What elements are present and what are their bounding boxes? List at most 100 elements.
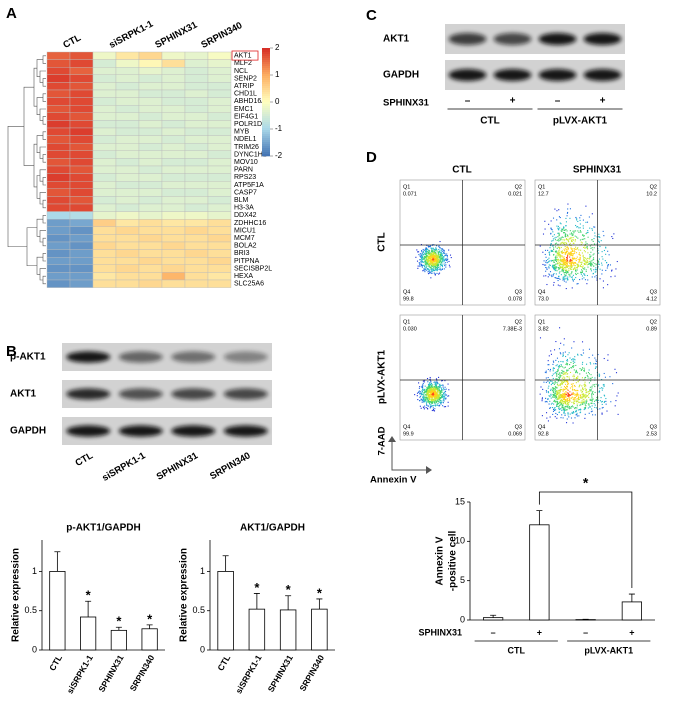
flow-event (431, 255, 433, 257)
flow-event (438, 248, 440, 251)
heatmap-cell (184, 112, 209, 121)
flow-event (437, 261, 439, 263)
heatmap-cell (138, 173, 163, 182)
flow-event (584, 238, 586, 240)
flow-event (424, 260, 426, 262)
flow-event (566, 381, 568, 383)
dendrogram (42, 78, 46, 87)
flow-event (449, 254, 452, 256)
flow-event (421, 261, 423, 263)
panel-label: A (6, 5, 17, 22)
flow-event (436, 404, 438, 406)
flow-event (558, 406, 560, 408)
flow-event (428, 401, 431, 403)
flow-event (548, 251, 550, 253)
flow-event (442, 249, 444, 251)
flow-event (420, 254, 422, 256)
flow-event (429, 252, 431, 254)
flow-event (548, 266, 550, 268)
heatmap-cell (161, 188, 186, 197)
flow-event (576, 283, 578, 285)
flow-event (556, 254, 558, 256)
flow-event (436, 263, 438, 265)
heatmap-cell (207, 211, 232, 220)
flow-event (603, 235, 605, 237)
flow-event (578, 265, 580, 267)
flow-event (436, 385, 438, 388)
flow-event (554, 416, 556, 418)
flow-event (580, 241, 582, 243)
flow-event (561, 258, 563, 261)
flow-event (563, 401, 565, 403)
flow-event (553, 383, 555, 385)
flow-event (566, 246, 568, 248)
flow-event (423, 399, 425, 401)
flow-event (551, 250, 553, 252)
flow-event (563, 398, 565, 400)
flow-event (564, 373, 566, 375)
flow-event (566, 370, 568, 372)
flow-event (585, 389, 587, 391)
flow-event (582, 238, 584, 240)
flow-event (438, 395, 440, 397)
flow-event (565, 252, 568, 254)
flow-event (431, 244, 433, 246)
flow-event (560, 403, 562, 405)
flow-event (432, 259, 434, 261)
flow-event (434, 260, 436, 263)
flow-event (557, 252, 559, 254)
flow-event (572, 239, 574, 241)
flow-event (573, 257, 575, 259)
flow-event (430, 264, 432, 266)
flow-event (566, 406, 568, 408)
flow-event (559, 393, 561, 395)
flow-event (544, 371, 546, 373)
gene-label: TRIM26 (234, 144, 259, 151)
quadrant-name: Q3 (515, 289, 522, 295)
dendrogram (42, 116, 46, 125)
flow-event (574, 389, 576, 391)
heatmap-cell (69, 257, 94, 266)
flow-event (427, 271, 429, 273)
y-tick-label: 15 (455, 496, 465, 506)
flow-event (442, 400, 444, 402)
flow-event (432, 388, 434, 390)
flow-event (434, 387, 436, 389)
flow-event (582, 219, 584, 221)
flow-event (572, 279, 574, 281)
flow-event (569, 399, 571, 401)
flow-event (588, 260, 590, 262)
flow-event (559, 376, 561, 378)
colorbar-step (262, 128, 270, 131)
flow-event (571, 276, 573, 278)
flow-event (554, 250, 556, 253)
flow-event (568, 243, 571, 246)
flow-event (561, 242, 563, 244)
heatmap-cell (184, 97, 209, 106)
flow-event (435, 404, 437, 406)
flow-event (431, 385, 433, 387)
flow-event (427, 390, 429, 392)
heatmap-cell (138, 120, 163, 129)
flow-event (571, 386, 573, 388)
flow-event (577, 380, 579, 382)
flow-event (589, 399, 591, 401)
heatmap-cell (115, 112, 140, 121)
flow-event (579, 384, 581, 386)
colorbar-step (262, 148, 270, 151)
flow-event (576, 393, 578, 396)
flow-event (584, 247, 586, 249)
flow-event (566, 362, 568, 364)
heatmap-cell (115, 218, 140, 227)
flow-event (554, 257, 556, 259)
flow-event (551, 375, 553, 377)
flow-event (583, 369, 586, 371)
flow-event (426, 386, 428, 388)
y-tick-label: 1 (32, 566, 37, 576)
flow-event (591, 392, 594, 394)
flow-event (431, 264, 433, 266)
flow-event (431, 253, 433, 255)
flow-event (589, 256, 591, 258)
flow-event (581, 403, 584, 405)
x-tick-label: CTL (215, 653, 232, 672)
